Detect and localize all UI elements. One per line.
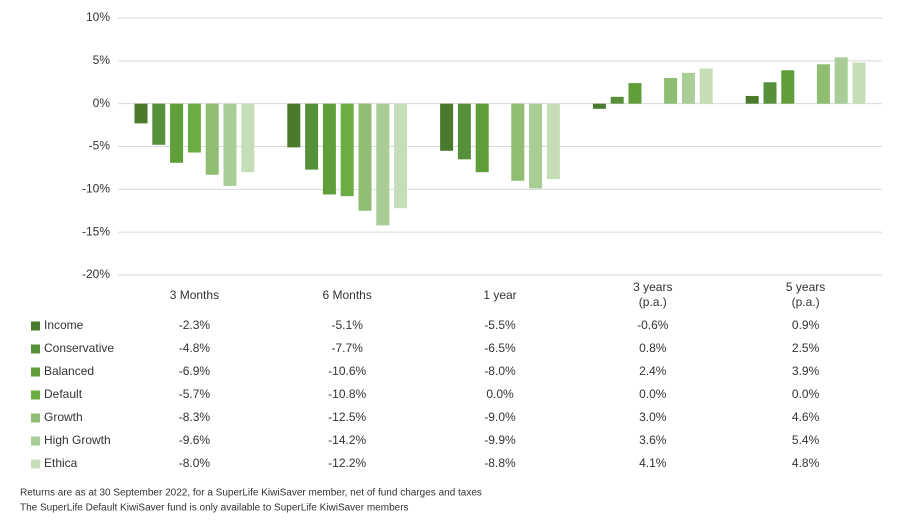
bar — [241, 103, 255, 173]
legend-label: Conservative — [44, 341, 114, 355]
bar — [340, 103, 354, 197]
value-label: -5.1% — [332, 318, 364, 332]
bar — [781, 70, 795, 104]
bar — [681, 72, 695, 104]
value-label: -12.2% — [328, 456, 366, 470]
footnote: The SuperLife Default KiwiSaver fund is … — [20, 503, 409, 514]
bar — [475, 103, 489, 173]
bar — [322, 103, 336, 195]
bar — [134, 103, 148, 124]
legend-label: Balanced — [44, 364, 94, 378]
legend-label: High Growth — [44, 433, 111, 447]
legend-swatch — [31, 436, 40, 446]
legend-swatch — [31, 344, 40, 354]
value-label: 0.9% — [792, 318, 820, 332]
x-tick-label: 5 years (p.a.) — [785, 280, 826, 309]
value-label: 5.4% — [792, 433, 820, 447]
legend-swatch — [31, 413, 40, 423]
bar — [745, 95, 759, 104]
bar — [763, 82, 777, 104]
y-tick-label: -10% — [82, 182, 110, 196]
legend-swatch — [31, 321, 40, 331]
y-tick-label: 10% — [86, 10, 110, 24]
value-label: -5.7% — [179, 387, 211, 401]
value-label: 4.6% — [792, 410, 820, 424]
value-label: -4.8% — [179, 341, 211, 355]
y-tick-label: 5% — [93, 53, 111, 67]
legend-label: Growth — [44, 410, 83, 424]
value-label: -8.8% — [484, 456, 516, 470]
bar — [529, 103, 543, 189]
value-label: -14.2% — [328, 433, 366, 447]
bar — [394, 103, 408, 209]
value-label: 3.9% — [792, 364, 820, 378]
value-label: -12.5% — [328, 410, 366, 424]
bar — [610, 96, 624, 104]
bar — [187, 103, 201, 153]
value-label: 3.0% — [639, 410, 667, 424]
bar — [664, 77, 678, 104]
footnote: Returns are as at 30 September 2022, for… — [20, 488, 482, 499]
legend-label: Ethica — [44, 456, 78, 470]
bar — [305, 103, 319, 170]
bar — [628, 83, 642, 104]
bar — [358, 103, 372, 211]
bar — [546, 103, 560, 180]
value-label: -8.0% — [179, 456, 211, 470]
value-label: -9.6% — [179, 433, 211, 447]
bar — [699, 68, 713, 104]
value-label: -10.8% — [328, 387, 366, 401]
value-label: -6.9% — [179, 364, 211, 378]
y-tick-label: -5% — [89, 139, 111, 153]
value-label: 4.8% — [792, 456, 820, 470]
value-label: -8.3% — [179, 410, 211, 424]
value-label: 2.5% — [792, 341, 820, 355]
value-label: -2.3% — [179, 318, 211, 332]
legend-label: Default — [44, 387, 83, 401]
legend-swatch — [31, 390, 40, 400]
value-label: 4.1% — [639, 456, 667, 470]
value-label: 2.4% — [639, 364, 667, 378]
bar — [440, 103, 454, 151]
y-tick-label: -15% — [82, 224, 110, 238]
bar — [816, 64, 830, 104]
bar — [852, 62, 866, 104]
value-label: 3.6% — [639, 433, 667, 447]
value-label: -10.6% — [328, 364, 366, 378]
value-label: -6.5% — [484, 341, 516, 355]
y-tick-label: -20% — [82, 267, 110, 281]
x-tick-label: 3 years (p.a.) — [633, 280, 673, 309]
legend-label: Income — [44, 318, 84, 332]
legend-swatch — [31, 367, 40, 377]
value-label: -7.7% — [332, 341, 364, 355]
value-label: -0.6% — [637, 318, 669, 332]
bar — [376, 103, 390, 226]
y-tick-label: 0% — [93, 96, 111, 110]
value-label: 0.8% — [639, 341, 667, 355]
x-tick-label: 6 Months — [322, 287, 372, 302]
x-tick-label: 1 year — [483, 287, 517, 302]
x-tick-label: 3 Months — [169, 287, 220, 302]
value-label: -8.0% — [484, 364, 516, 378]
value-label: 0.0% — [639, 387, 667, 401]
bar — [223, 103, 237, 186]
bar — [592, 103, 606, 109]
bar — [170, 103, 184, 163]
bar — [152, 103, 166, 145]
value-label: -9.0% — [484, 410, 516, 424]
bar — [457, 103, 471, 160]
value-label: 0.0% — [792, 387, 820, 401]
bar — [287, 103, 301, 148]
value-label: -5.5% — [484, 318, 516, 332]
value-label: 0.0% — [486, 387, 514, 401]
legend-swatch — [31, 459, 40, 469]
value-label: -9.9% — [484, 433, 516, 447]
bar — [205, 103, 219, 175]
bar — [511, 103, 525, 181]
bar — [834, 57, 848, 104]
